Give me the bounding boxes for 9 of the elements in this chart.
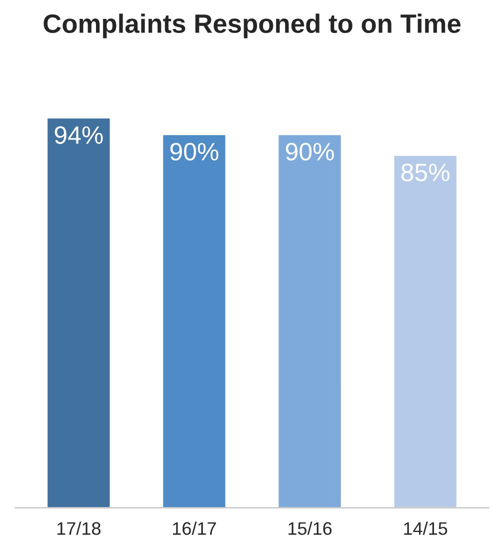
x-tick-label: 16/17: [173, 522, 216, 535]
x-tick-label: 17/18: [57, 522, 100, 535]
data-label: 90%: [170, 142, 218, 161]
data-label: 85%: [401, 164, 450, 182]
data-label: 90%: [286, 142, 334, 161]
data-label: 94%: [54, 126, 103, 144]
x-tick-label: 15/16: [288, 522, 332, 535]
chart-title: Complaints Responed to on Time: [44, 14, 461, 38]
x-tick-label: 14/15: [404, 522, 448, 535]
